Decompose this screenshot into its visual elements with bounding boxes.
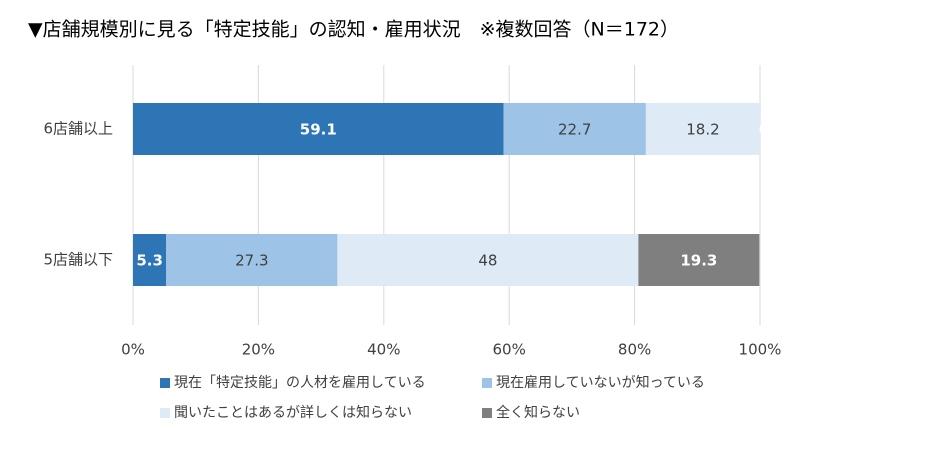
- y-tick-label: 6店舗以上: [43, 120, 113, 138]
- legend-label: 現在「特定技能」の人材を雇用している: [174, 374, 426, 391]
- bar-segment: [337, 234, 639, 286]
- value-label: 18.2: [686, 121, 719, 139]
- legend-label: 聞いたことはあるが詳しくは知らない: [174, 404, 412, 421]
- bar-segment: [166, 234, 338, 286]
- value-label: 5.3: [136, 252, 163, 270]
- bar-segment: [133, 103, 504, 155]
- legend-label: 全く知らない: [496, 404, 580, 421]
- y-tick-label: 5店舗以下: [43, 251, 113, 269]
- value-label: 22.7: [558, 121, 591, 139]
- legend-swatch: [482, 408, 492, 418]
- legend-label: 現在雇用していないが知っている: [496, 374, 705, 391]
- x-tick-label: 80%: [618, 341, 651, 359]
- bar-segment: [645, 103, 760, 155]
- x-tick-label: 40%: [367, 341, 400, 359]
- x-tick-label: 20%: [242, 341, 275, 359]
- x-tick-label: 0%: [121, 341, 145, 359]
- value-label: 48: [478, 252, 497, 270]
- value-label: 27.3: [235, 252, 268, 270]
- legend-swatch: [160, 378, 170, 388]
- value-label: 0: [759, 121, 769, 139]
- chart-title: ▼店舗規模別に見る「特定技能」の認知・雇用状況 ※複数回答（N＝172）: [28, 19, 679, 41]
- x-tick-label: 60%: [493, 341, 526, 359]
- legend-swatch: [160, 408, 170, 418]
- x-tick-label: 100%: [739, 341, 782, 359]
- value-label: 59.1: [300, 121, 337, 139]
- bar-segment: [133, 234, 167, 286]
- bar-segment: [638, 234, 760, 286]
- legend-swatch: [482, 378, 492, 388]
- value-label: 19.3: [680, 252, 717, 270]
- bar-segment: [503, 103, 646, 155]
